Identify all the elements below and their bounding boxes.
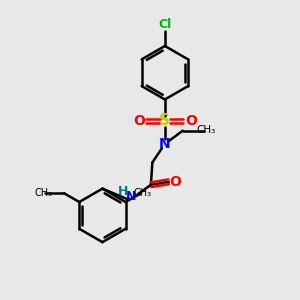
Text: CH₃: CH₃ bbox=[134, 188, 152, 197]
Text: H: H bbox=[118, 185, 128, 198]
Text: N: N bbox=[126, 190, 136, 203]
Text: S: S bbox=[159, 113, 170, 128]
Text: O: O bbox=[133, 114, 145, 128]
Text: CH₃: CH₃ bbox=[196, 125, 215, 135]
Text: CH₃: CH₃ bbox=[35, 188, 53, 198]
Text: O: O bbox=[185, 114, 197, 128]
Text: N: N bbox=[159, 137, 171, 151]
Text: Cl: Cl bbox=[158, 18, 172, 31]
Text: O: O bbox=[169, 175, 181, 189]
